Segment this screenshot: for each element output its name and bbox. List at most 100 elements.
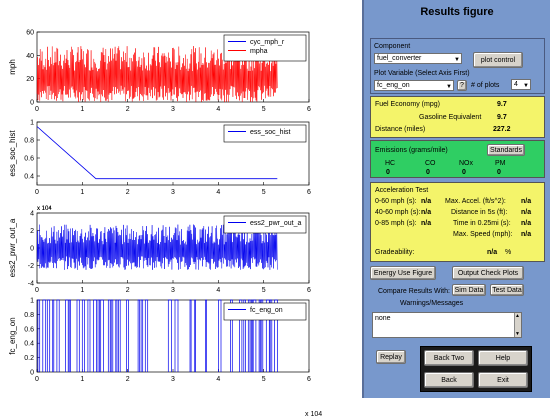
x-tick-label: 0 — [35, 376, 39, 383]
emission-pm-value: 0 — [497, 169, 501, 176]
x-tick-label: 5 — [262, 189, 266, 196]
x-tick-label: 2 — [126, 106, 130, 113]
back-button[interactable]: Back — [424, 372, 474, 388]
y-axis-label: mph — [8, 59, 17, 75]
plot-control-button[interactable]: plot control — [473, 52, 523, 68]
x-tick-label: 0 — [35, 189, 39, 196]
replay-button[interactable]: Replay — [376, 350, 406, 364]
y-tick-label: 0.6 — [24, 156, 34, 163]
x-tick-label: 2 — [126, 376, 130, 383]
x-tick-label: 3 — [171, 106, 175, 113]
num-plots-dropdown[interactable]: 4 ▼ — [511, 79, 531, 90]
x-tick-label: 4 — [216, 106, 220, 113]
gradeability-unit: % — [505, 249, 512, 256]
output-check-plots-button[interactable]: Output Check Plots — [452, 266, 524, 280]
y-exponent-label: x 104 — [37, 206, 52, 212]
gas-equiv-label: Gasoline Equivalent — [419, 114, 482, 121]
legend-entry: mpha — [250, 48, 268, 55]
exit-button[interactable]: Exit — [478, 372, 528, 388]
test-data-button[interactable]: Test Data — [490, 284, 524, 296]
acceleration-section: Acceleration Test 0-60 mph (s): n/a 40-6… — [370, 182, 545, 262]
y-tick-label: 1 — [30, 298, 34, 305]
standards-button[interactable]: Standards — [487, 144, 525, 156]
accel-40-60-value: n/a — [421, 209, 432, 216]
x-tick-label: 3 — [171, 287, 175, 294]
plot-variable-value: fc_eng_on — [377, 82, 410, 89]
x-tick-label: 6 — [307, 189, 311, 196]
fuel-economy-value: 9.7 — [497, 101, 507, 108]
component-section: Component fuel_converter ▼ plot control … — [370, 38, 545, 94]
accel-title: Acceleration Test — [375, 187, 429, 194]
gas-equiv-value: 9.7 — [497, 114, 507, 121]
num-plots-label: # of plots — [471, 82, 500, 89]
emission-nox-label: NOx — [459, 160, 473, 167]
y-tick-label: 20 — [26, 76, 34, 83]
fuel-economy-section: Fuel Economy (mpg) 9.7 Gasoline Equivale… — [370, 96, 545, 138]
legend-entry: cyc_mph_r — [250, 39, 285, 46]
accel-0-85-value: n/a — [421, 220, 432, 227]
y-tick-label: 0.8 — [24, 312, 34, 319]
warnings-scrollbar[interactable]: ▲ ▼ — [514, 313, 521, 337]
component-dropdown[interactable]: fuel_converter ▼ — [374, 53, 462, 64]
chevron-down-icon: ▼ — [523, 83, 529, 89]
legend-box — [223, 302, 307, 321]
emission-co-label: CO — [425, 160, 436, 167]
series-line-ess2_pwr_out_a — [36, 224, 278, 270]
gradeability-value: n/a — [487, 249, 498, 256]
x-tick-label: 1 — [80, 106, 84, 113]
results-panel: Results figure Component fuel_converter … — [362, 0, 550, 398]
num-plots-value: 4 — [514, 81, 518, 88]
y-tick-label: 0.4 — [24, 174, 34, 181]
series-line-mpha — [36, 45, 278, 103]
plot-variable-dropdown[interactable]: fc_eng_on ▼ — [374, 80, 454, 91]
series-line-ess_soc_hist — [36, 126, 278, 180]
help-button[interactable]: Help — [478, 350, 528, 366]
x-tick-label: 2 — [126, 287, 130, 294]
x-tick-label: 6 — [307, 376, 311, 383]
scroll-down-icon: ▼ — [515, 331, 520, 337]
gradeability-label: Gradeability: — [375, 249, 415, 256]
accel-0-60-value: n/a — [421, 198, 432, 205]
y-tick-label: -4 — [28, 281, 34, 288]
legend-entry: ess2_pwr_out_a — [250, 220, 301, 227]
legend-entry: fc_eng_on — [250, 307, 283, 314]
accel-40-60-label: 40-60 mph (s): — [375, 209, 421, 216]
warnings-label: Warnings/Messages — [400, 300, 464, 307]
compare-label: Compare Results With: — [378, 288, 450, 295]
help-question-button[interactable]: ? — [457, 80, 467, 91]
x-exponent-partial: x 10⁴ — [37, 205, 51, 212]
legend-box — [223, 124, 307, 143]
emission-co-value: 0 — [426, 169, 430, 176]
emission-nox-value: 0 — [462, 169, 466, 176]
y-tick-label: 4 — [30, 211, 34, 218]
y-tick-label: 0.2 — [24, 355, 34, 362]
sim-data-button[interactable]: Sim Data — [452, 284, 486, 296]
warnings-box[interactable]: none ▲ ▼ — [372, 312, 522, 338]
legend-box — [223, 215, 307, 234]
emissions-section: Emissions (grams/mile) Standards HC 0 CO… — [370, 140, 545, 178]
y-tick-label: 1 — [30, 120, 34, 127]
series-line-fc_eng_on — [37, 299, 278, 372]
x-tick-label: 3 — [171, 376, 175, 383]
distance-value: 227.2 — [493, 126, 511, 133]
legend-box — [223, 34, 307, 62]
back-two-button[interactable]: Back Two — [424, 350, 474, 366]
emission-pm-label: PM — [495, 160, 506, 167]
emission-hc-value: 0 — [386, 169, 390, 176]
max-speed-value: n/a — [521, 231, 532, 238]
distance-5s-value: n/a — [521, 209, 532, 216]
chevron-down-icon: ▼ — [446, 84, 452, 90]
x-tick-label: 3 — [171, 189, 175, 196]
max-accel-label: Max. Accel. (ft/s^2): — [445, 198, 506, 205]
y-axis-label: fc_eng_on — [8, 317, 17, 354]
y-tick-label: -2 — [28, 263, 34, 270]
emission-hc-label: HC — [385, 160, 396, 167]
x-tick-label: 0 — [35, 106, 39, 113]
x-tick-label: 5 — [262, 376, 266, 383]
energy-use-figure-button[interactable]: Energy Use Figure — [370, 266, 436, 280]
max-accel-value: n/a — [521, 198, 532, 205]
x-tick-label: 5 — [262, 106, 266, 113]
time-quarter-mile-label: Time in 0.25mi (s): — [453, 220, 511, 227]
panel-title: Results figure — [420, 6, 494, 18]
